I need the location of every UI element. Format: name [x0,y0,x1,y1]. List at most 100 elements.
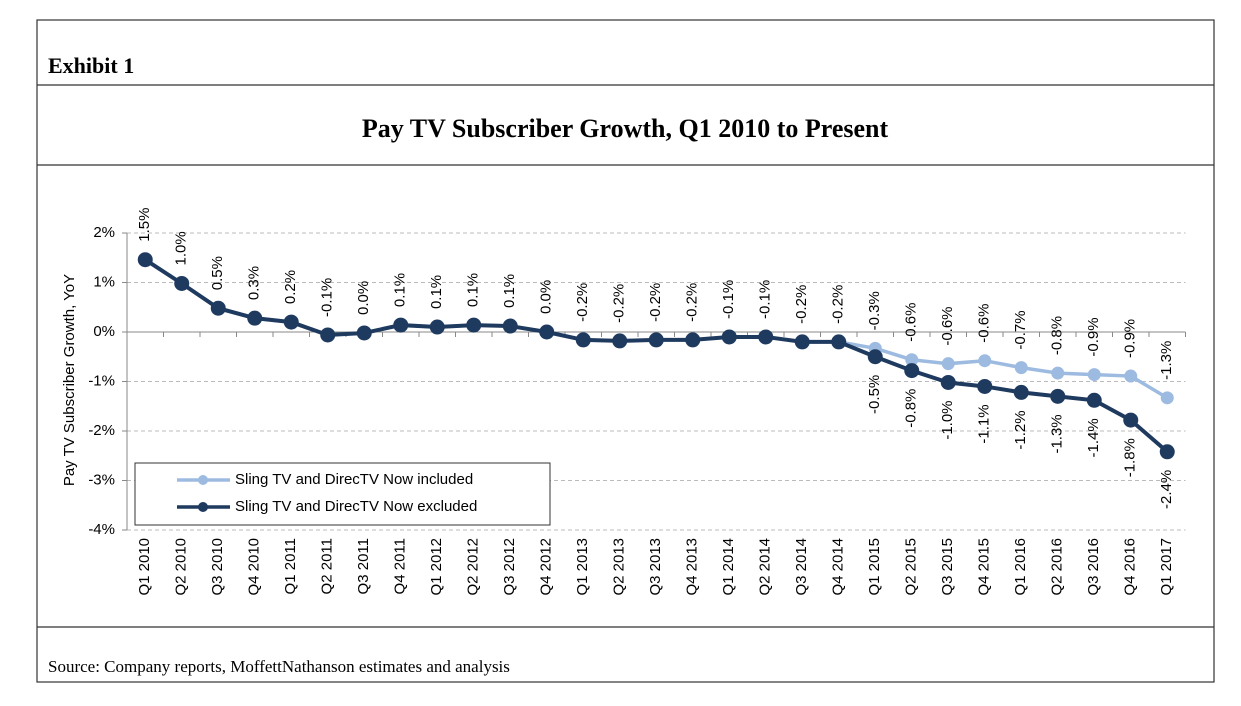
data-point [174,275,190,291]
data-point [1050,388,1066,404]
data-point [1014,361,1028,375]
data-point [1123,412,1139,428]
exhibit-label: Exhibit 1 [48,53,134,78]
data-point [137,252,153,268]
x-tick-label: Q1 2013 [574,538,591,596]
data-label: -0.6% [939,306,956,345]
data-label: 0.1% [501,274,518,308]
legend-box [134,462,551,526]
data-point [977,378,993,394]
data-label: -0.7% [1012,310,1029,349]
data-point [320,327,336,343]
x-tick-label: Q4 2016 [1122,538,1139,596]
data-label: -0.1% [720,280,737,319]
x-tick-label: Q1 2016 [1012,538,1029,596]
data-point [1013,384,1029,400]
y-tick-label: -4% [88,521,115,538]
data-label: -2.4% [1158,470,1175,509]
data-label: -0.8% [903,389,920,428]
x-tick-label: Q2 2010 [173,538,190,596]
data-point [721,329,737,345]
y-tick-label: -3% [88,471,115,488]
data-label: 1.5% [136,208,153,242]
data-point [247,310,263,326]
x-tick-label: Q2 2016 [1049,538,1066,596]
y-tick-label: -2% [88,422,115,439]
data-point [393,317,409,333]
source-note: Source: Company reports, MoffettNathanso… [48,657,510,676]
y-axis-title: Pay TV Subscriber Growth, YoY [61,274,78,486]
data-label: -1.3% [1158,341,1175,380]
legend-marker [198,502,208,512]
x-tick-label: Q2 2015 [903,538,920,596]
data-label: 0.5% [209,256,226,290]
data-label: -0.2% [647,283,664,322]
x-tick-label: Q1 2017 [1158,538,1175,596]
data-point [794,334,810,350]
data-label: 0.1% [392,273,409,307]
x-tick-label: Q1 2015 [866,538,883,596]
x-tick-label: Q2 2012 [465,538,482,596]
x-tick-label: Q1 2010 [136,538,153,596]
data-point [283,314,299,330]
data-label: -0.2% [830,285,847,324]
x-tick-label: Q4 2012 [538,538,555,596]
data-label: -1.8% [1122,438,1139,477]
x-tick-label: Q4 2014 [830,538,847,596]
data-point [941,357,955,371]
data-point [685,332,701,348]
data-label: -1.1% [976,404,993,443]
legend-label: Sling TV and DirecTV Now included [235,471,473,488]
x-tick-label: Q4 2013 [684,538,701,596]
x-tick-label: Q1 2014 [720,538,737,596]
x-tick-label: Q4 2011 [392,538,409,594]
data-point [904,363,920,379]
x-tick-label: Q3 2011 [355,538,372,594]
data-label: -1.2% [1012,410,1029,449]
data-label: -0.8% [1049,316,1066,355]
legend-label: Sling TV and DirecTV Now excluded [235,498,477,515]
x-tick-label: Q4 2015 [976,538,993,596]
data-label: -0.3% [866,291,883,330]
data-point [1087,368,1101,382]
x-tick-label: Q2 2013 [611,538,628,596]
x-tick-label: Q3 2012 [501,538,518,596]
data-label: -0.6% [903,303,920,342]
frame [36,19,1215,683]
data-point [905,353,919,367]
x-tick-label: Q3 2015 [939,538,956,596]
data-point [758,329,774,345]
data-point [1159,444,1175,460]
x-tick-label: Q3 2013 [647,538,664,596]
data-label: -1.4% [1085,418,1102,457]
x-tick-label: Q2 2011 [319,538,336,594]
x-tick-label: Q3 2016 [1085,538,1102,596]
data-label: -0.6% [976,304,993,343]
x-tick-label: Q4 2010 [246,538,263,596]
data-point [940,374,956,390]
data-point [502,318,518,334]
data-point [612,333,628,349]
data-point [466,317,482,333]
data-label: -0.9% [1122,319,1139,358]
x-tick-label: Q2 2014 [757,538,774,596]
data-label: -0.9% [1085,317,1102,356]
data-point [429,319,445,335]
data-label: -0.2% [574,283,591,322]
y-tick-label: 1% [93,273,115,290]
legend-marker [198,475,208,485]
data-label: -1.0% [939,400,956,439]
data-label: -1.3% [1049,414,1066,453]
data-point [575,332,591,348]
data-label: -0.2% [611,284,628,323]
data-point [978,354,992,368]
data-point [210,300,226,316]
chart-title: Pay TV Subscriber Growth, Q1 2010 to Pre… [362,114,889,143]
data-label: -0.5% [866,375,883,414]
x-tick-label: Q3 2014 [793,538,810,596]
data-label: -0.1% [319,278,336,317]
data-label: -0.2% [793,285,810,324]
data-point [1160,391,1174,405]
